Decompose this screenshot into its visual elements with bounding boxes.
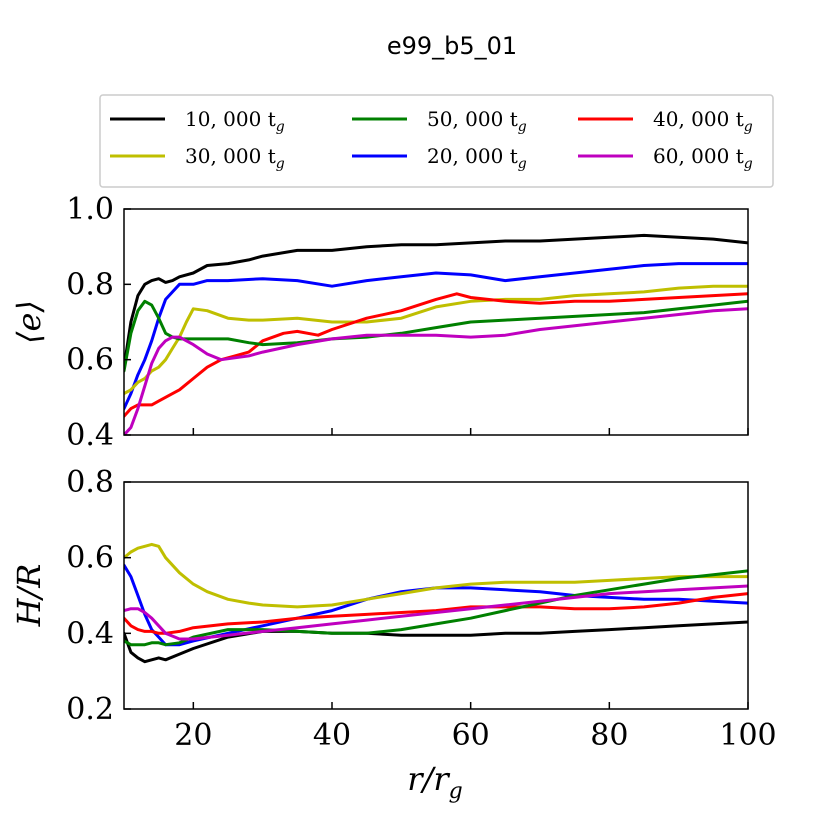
series-line <box>124 569 748 647</box>
axes-frame <box>123 208 749 436</box>
aspect-ratio-panel: 0.2 0.4 0.6 0.8 20 40 60 80 100 <box>66 465 776 753</box>
legend-label: 20, 000 tg <box>427 144 527 172</box>
series-line <box>124 284 748 396</box>
series-line <box>124 292 748 418</box>
y-tick-label: 0.8 <box>66 465 114 500</box>
series-line <box>124 592 748 635</box>
series-line <box>124 563 748 647</box>
chart-title: e99_b5_01 <box>387 32 517 60</box>
bottom-ylabel: H/R <box>10 564 48 628</box>
x-tick-label: 80 <box>590 718 628 753</box>
y-tick-label: 0.4 <box>66 418 114 453</box>
legend-label: 30, 000 tg <box>185 144 285 172</box>
y-tick-label: 1.0 <box>66 192 114 227</box>
series-line <box>124 584 748 641</box>
y-tick-label: 0.8 <box>66 267 114 302</box>
legend-entry: 50, 000 tg <box>352 107 527 135</box>
top-ylabel: ⟨e⟩ <box>10 300 48 344</box>
y-tick-label: 0.6 <box>66 343 114 378</box>
series-line <box>124 542 748 609</box>
series-line <box>124 620 748 664</box>
legend-entry: 40, 000 tg <box>578 107 753 135</box>
legend-label: 50, 000 tg <box>427 107 527 135</box>
series-line <box>124 233 748 369</box>
legend-entry: 60, 000 tg <box>578 144 753 172</box>
axes-frame <box>123 481 749 710</box>
legend-label: 40, 000 tg <box>653 107 753 135</box>
series-line <box>124 262 748 411</box>
legend-entry: 20, 000 tg <box>352 144 527 172</box>
x-tick-label: 40 <box>313 718 351 753</box>
legend-label: 60, 000 tg <box>653 144 753 172</box>
legend-entry: 30, 000 tg <box>110 144 285 172</box>
series-line <box>124 299 748 373</box>
legend: 10, 000 tg 30, 000 tg 50, 000 tg 20, 000 tg… <box>99 94 774 188</box>
legend-entry: 10, 000 tg <box>110 107 285 135</box>
series-line <box>124 307 748 435</box>
x-tick-label: 60 <box>452 718 490 753</box>
y-tick-label: 0.4 <box>66 616 114 651</box>
y-tick-label: 0.6 <box>66 541 114 576</box>
xlabel: r/rg <box>407 760 462 804</box>
eccentricity-panel: 0.4 0.6 0.8 1.0 <box>66 192 749 453</box>
x-tick-label: 20 <box>174 718 212 753</box>
y-tick-label: 0.2 <box>66 692 114 727</box>
legend-label: 10, 000 tg <box>185 107 285 135</box>
x-tick-label: 100 <box>719 718 776 753</box>
